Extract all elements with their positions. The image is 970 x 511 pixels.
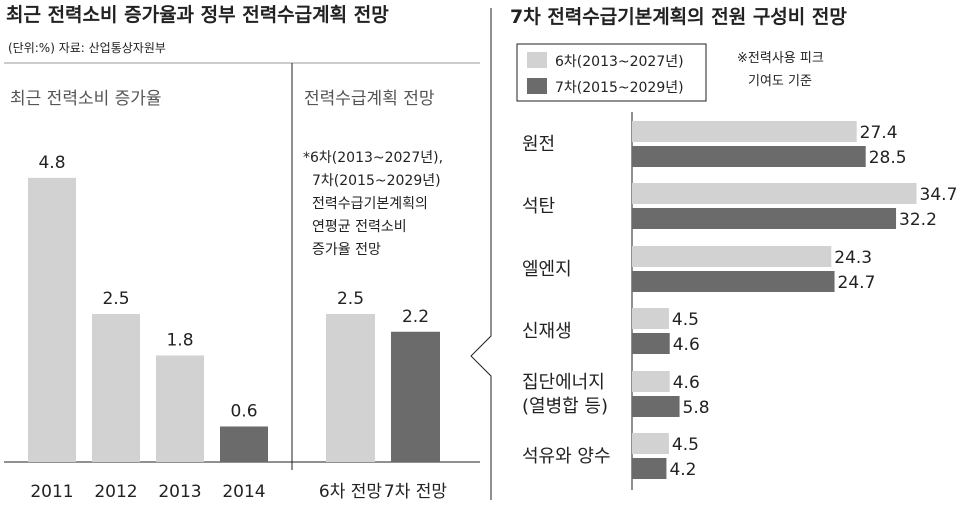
chart2-value-label-1: 2.2: [402, 307, 429, 327]
chart3-category-label-5: 석유와 양수: [522, 446, 611, 467]
chart2-note-line-3: 연평균 전력소비: [312, 219, 407, 235]
chart3-bar-4-0: [632, 371, 670, 392]
chart1-value-label-2: 1.8: [166, 330, 193, 350]
callout-pointer: [470, 8, 492, 500]
chart3-bar-3-1: [632, 333, 670, 354]
chart3-value-label-0-1: 28.5: [869, 148, 907, 168]
chart2-note-line-2: 전력수급기본계획의: [312, 196, 428, 212]
chart1-category-label-0: 2011: [30, 482, 73, 502]
legend-swatch-1: [527, 78, 547, 94]
chart3-value-label-4-0: 4.6: [673, 373, 700, 393]
chart3-category-label-0: 원전: [522, 134, 555, 155]
chart3-category-label-2: 엘엔지: [522, 259, 572, 280]
chart3-value-label-4-1: 5.8: [683, 398, 710, 418]
chart3-value-label-5-1: 4.2: [669, 460, 696, 480]
chart3-bar-0-1: [632, 146, 866, 167]
chart2-title: 전력수급계획 전망: [304, 89, 435, 109]
chart1-value-label-1: 2.5: [102, 289, 129, 309]
chart1-title: 최근 전력소비 증가율: [10, 89, 162, 109]
chart3-bar-1-1: [632, 208, 897, 229]
chart1-bar-3: [220, 426, 268, 462]
chart3-note-line-0: ※전력사용 피크: [737, 51, 824, 66]
chart2-category-label-0: 6차 전망: [319, 482, 382, 502]
chart2-note: *6차(2013~2027년), 7차(2015~2029년) 전력수급기본계획의연…: [303, 150, 443, 258]
chart3-value-label-0-0: 27.4: [860, 123, 898, 143]
chart2-bar-1: [391, 331, 440, 462]
chart3-category-label-4-sub: (열병합 등): [522, 396, 608, 417]
chart3-bar-5-1: [632, 458, 667, 479]
chart3-bar-1-0: [632, 183, 917, 204]
legend-label-0: 6차(2013~2027년): [555, 54, 684, 70]
chart3-bar-2-1: [632, 271, 835, 292]
chart3-value-label-1-0: 34.7: [920, 185, 958, 205]
right-main-title: 7차 전력수급기본계획의 전원 구성비 전망: [510, 6, 847, 28]
legend: 6차(2013~2027년) 7차(2015~2029년): [527, 52, 684, 96]
chart3-bar-4-1: [632, 396, 680, 417]
legend-box: [516, 43, 707, 102]
chart3-value-label-5-0: 4.5: [672, 435, 699, 455]
chart3-bar-3-0: [632, 308, 669, 329]
chart3-value-label-3-1: 4.6: [673, 335, 700, 355]
chart1-category-label-2: 2013: [158, 482, 201, 502]
chart3-category-label-1: 석탄: [522, 196, 555, 217]
chart1-value-label-0: 4.8: [38, 153, 65, 173]
chart3-note-line-1: 기여도 기준: [748, 74, 812, 89]
legend-label-1: 7차(2015~2029년): [555, 80, 684, 96]
chart2-value-label-0: 2.5: [337, 289, 364, 309]
chart3-category-label-3: 신재생: [522, 321, 572, 342]
chart2-category-label-1: 7차 전망: [384, 482, 447, 502]
chart3-value-label-1-1: 32.2: [899, 210, 937, 230]
chart1-category-label-3: 2014: [222, 482, 265, 502]
chart1-bar-2: [156, 355, 204, 462]
chart3-category-label-4: 집단에너지: [522, 372, 605, 393]
chart3-value-label-3-0: 4.5: [672, 310, 699, 330]
chart2-note-line-0: *6차(2013~2027년),: [303, 150, 443, 166]
chart1-category-label-1: 2012: [94, 482, 137, 502]
chart3-bar-5-0: [632, 433, 669, 454]
chart1-bar-0: [28, 177, 76, 462]
left-main-title: 최근 전력소비 증가율과 정부 전력수급계획 전망: [6, 4, 389, 26]
chart2-note-line-4: 증가율 전망: [312, 242, 381, 258]
chart2-bar-0: [326, 314, 375, 462]
chart3-value-label-2-0: 24.3: [834, 248, 872, 268]
chart3-value-label-2-1: 24.7: [838, 273, 876, 293]
unit-source-note: (단위:%) 자료: 산업통상자원부: [8, 41, 166, 55]
chart3-bar-0-0: [632, 121, 857, 142]
chart1-value-label-3: 0.6: [230, 401, 257, 421]
chart3-bar-2-0: [632, 246, 832, 267]
legend-swatch-0: [527, 52, 547, 68]
chart2-note-line-1: 7차(2015~2029년): [312, 173, 441, 189]
chart-marks: 4.8 2011 2.5 2012 1.8 2013 0.6 2014 2.5 6차 전망 2.2 7…: [28, 121, 957, 502]
chart1-bar-1: [92, 314, 140, 462]
